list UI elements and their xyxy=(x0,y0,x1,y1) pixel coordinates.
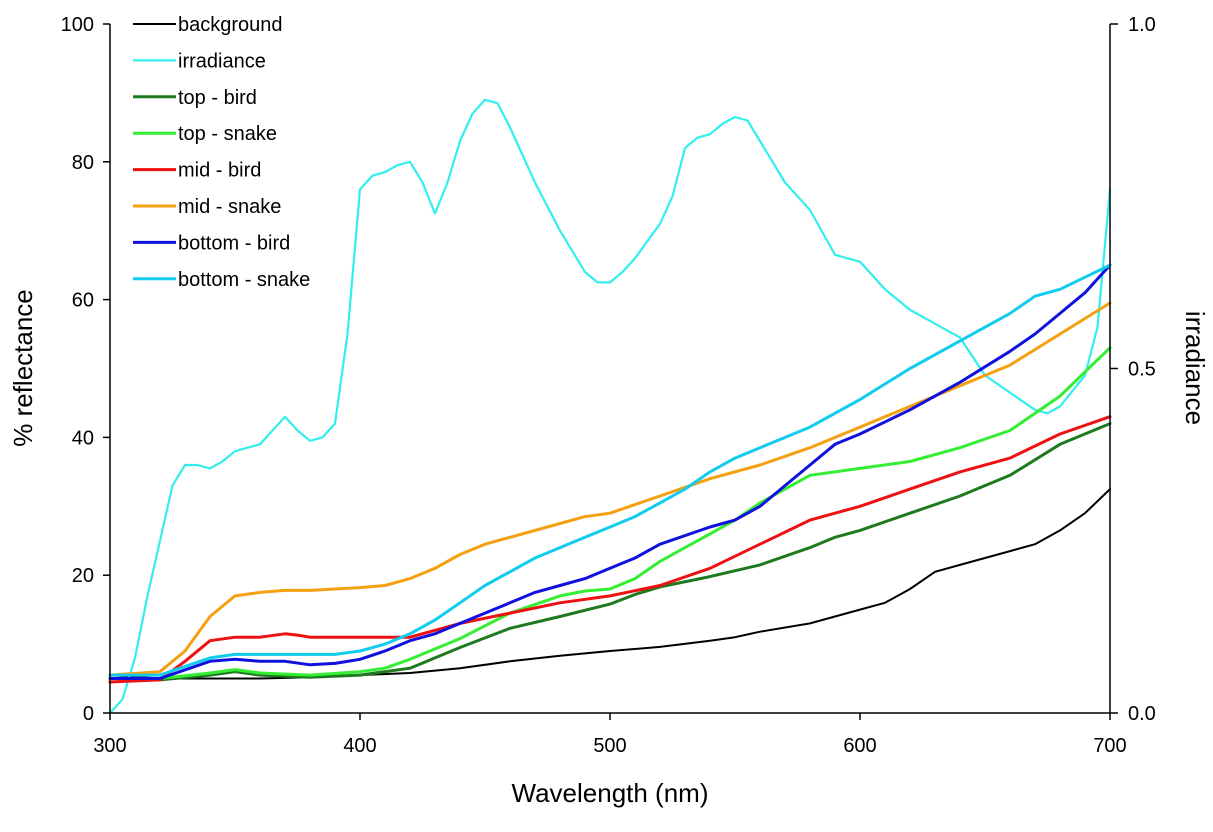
y2-tick-label: 0.5 xyxy=(1128,359,1156,381)
legend-label-background: background xyxy=(178,14,283,36)
x-tick-label: 700 xyxy=(1093,735,1126,757)
y2-tick-label: 0.0 xyxy=(1128,703,1156,725)
legend-label-top-bird: top - bird xyxy=(178,87,257,109)
legend: background irradiance top - bird top - snak… xyxy=(133,14,310,291)
ticks-layer: 300 400 500 600 700 0 20 40 60 80 100 0.0 0.5 1.0 xyxy=(61,14,1156,757)
series-line-irradiance xyxy=(108,98,1112,715)
y-axis-title: % reflectance xyxy=(8,289,38,447)
legend-label-bottom-snake: bottom - snake xyxy=(178,269,310,291)
legend-label-mid-snake: mid - snake xyxy=(178,196,281,218)
series-line-mid-snake xyxy=(108,301,1112,677)
y-tick-label: 0 xyxy=(83,703,94,725)
x-axis-title: Wavelength (nm) xyxy=(512,778,709,808)
legend-label-mid-bird: mid - bird xyxy=(178,160,261,182)
legend-label-bottom-bird: bottom - bird xyxy=(178,232,290,254)
series-line-mid-bird xyxy=(108,415,1112,684)
y2-axis-title: irradiance xyxy=(1180,311,1210,425)
series-layer xyxy=(108,98,1112,715)
x-tick-label: 500 xyxy=(593,735,626,757)
y-tick-label: 100 xyxy=(61,14,94,36)
x-tick-label: 300 xyxy=(93,735,126,757)
y-tick-label: 80 xyxy=(72,152,94,174)
axes-layer: 300 400 500 600 700 0 20 40 60 80 100 0.0 0.5 1.0 xyxy=(61,14,1156,757)
series-line-top-snake xyxy=(108,346,1112,680)
legend-label-top-snake: top - snake xyxy=(178,123,277,145)
series-line-top-bird xyxy=(108,422,1112,682)
y2-tick-label: 1.0 xyxy=(1128,14,1156,36)
series-line-background xyxy=(109,488,1111,680)
y-tick-label: 20 xyxy=(72,565,94,587)
legend-label-irradiance: irradiance xyxy=(178,50,266,72)
y-tick-label: 40 xyxy=(72,427,94,449)
x-tick-label: 600 xyxy=(843,735,876,757)
x-tick-label: 400 xyxy=(343,735,376,757)
y-tick-label: 60 xyxy=(72,290,94,312)
series-line-bottom-bird xyxy=(108,263,1112,680)
series-line-bottom-snake xyxy=(108,263,1112,677)
